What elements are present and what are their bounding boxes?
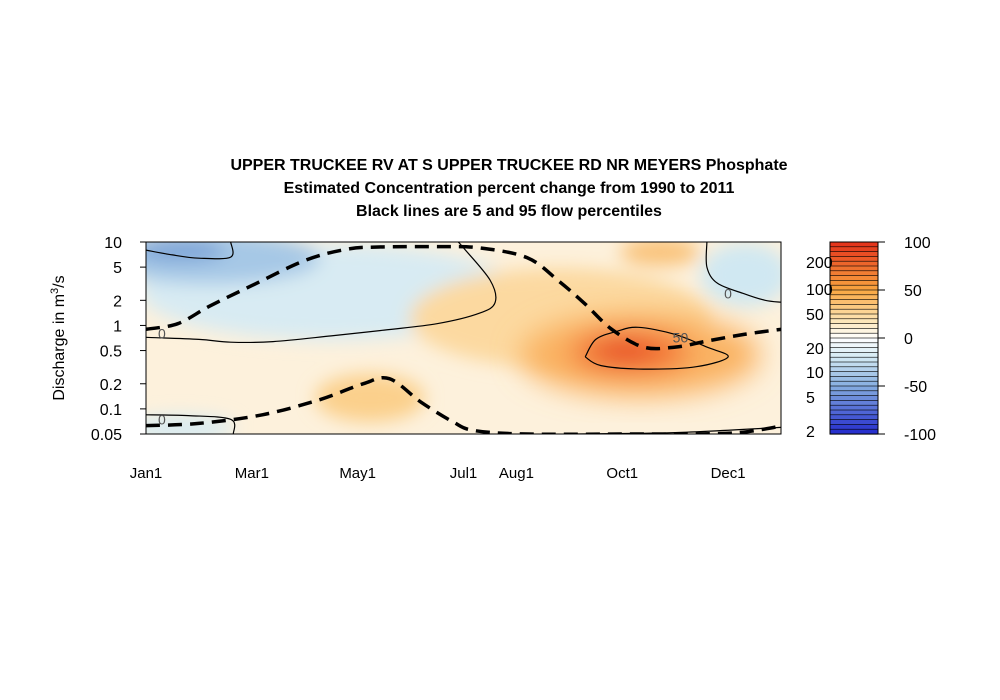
title-line-2: Estimated Concentration percent change f… xyxy=(284,180,735,197)
colorbar-stripe xyxy=(829,284,879,291)
colorbar-stripe xyxy=(829,414,879,421)
colorbar-left-label: 10 xyxy=(806,365,824,382)
colorbar-stripe xyxy=(829,256,879,262)
colorbar-stripe xyxy=(829,342,879,349)
colorbar-right-label: -50 xyxy=(904,379,927,396)
contour-labels: 0 0 50 0 xyxy=(158,286,732,428)
colorbar-right-label: -100 xyxy=(904,427,936,444)
colorbar-stripe xyxy=(829,424,879,430)
x-axis: Jan1 Mar1 May1 Jul1 Aug1 Oct1 Dec1 xyxy=(130,465,746,482)
contour-line xyxy=(146,414,236,434)
y-tick-label: 0.1 xyxy=(100,402,122,419)
colorbar-stripe xyxy=(829,299,879,306)
colorbar-right-label: 50 xyxy=(904,283,922,300)
flow-percentile-lines xyxy=(146,244,781,434)
plot-frame xyxy=(145,241,782,435)
title-line-1: UPPER TRUCKEE RV AT S UPPER TRUCKEE RD N… xyxy=(230,157,787,174)
colorbar-stripe xyxy=(829,265,879,272)
x-tick-label: Jul1 xyxy=(450,465,478,482)
y-tick-label: 10 xyxy=(104,235,122,252)
heat-cool-region xyxy=(146,242,225,262)
contour-label: 0 xyxy=(724,286,732,302)
colorbar-stripe xyxy=(829,361,879,368)
colorbar-left-label: 50 xyxy=(806,307,824,324)
y-tick-label: 0.2 xyxy=(100,377,122,394)
y-tick-label: 0.05 xyxy=(91,427,122,444)
x-tick-label: Mar1 xyxy=(235,465,269,482)
colorbar-stripe xyxy=(829,380,879,387)
colorbar-stripe xyxy=(829,395,879,402)
colorbar-scale xyxy=(829,241,879,435)
colorbar-stripe xyxy=(829,313,879,320)
title-line-3: Black lines are 5 and 95 flow percentile… xyxy=(356,203,662,220)
colorbar-right-label: 100 xyxy=(904,235,931,252)
colorbar-stripe xyxy=(829,280,879,286)
colorbar-stripe xyxy=(829,385,879,392)
colorbar-left-label: 2 xyxy=(806,424,815,441)
flow-percentile-line xyxy=(146,244,781,351)
colorbar-right-label: 0 xyxy=(904,331,913,348)
colorbar-left-label: 200 xyxy=(806,255,833,272)
colorbar-stripe xyxy=(829,304,879,310)
colorbar-stripe xyxy=(829,390,879,397)
colorbar-stripe xyxy=(829,356,879,363)
x-tick-label: May1 xyxy=(339,465,376,482)
x-tick-label: Jan1 xyxy=(130,465,163,482)
colorbar-right-labels: 100 50 0 -50 -100 xyxy=(878,235,936,444)
colorbar-stripe xyxy=(829,409,879,416)
colorbar-stripe xyxy=(829,241,879,248)
y-tick-label: 0.5 xyxy=(100,344,122,361)
y-axis-label: Discharge in m3/s xyxy=(49,275,68,400)
y-tick-label: 5 xyxy=(113,260,122,277)
x-tick-label: Aug1 xyxy=(499,465,534,482)
colorbar-stripe xyxy=(829,270,879,277)
colorbar-stripe xyxy=(829,294,879,301)
colorbar-left-label: 5 xyxy=(806,390,815,407)
colorbar-left-labels: 200 100 50 20 10 5 2 xyxy=(806,255,833,441)
heat-warm-region xyxy=(620,242,700,266)
x-tick-label: Oct1 xyxy=(606,465,638,482)
y-axis: 10 5 2 1 0.5 0.2 0.1 0.05 xyxy=(91,235,146,444)
heat-cool-region xyxy=(700,243,781,307)
colorbar-stripe xyxy=(829,246,879,253)
colorbar-stripe xyxy=(829,376,879,382)
flow-percentile-line xyxy=(146,375,781,434)
contour-line xyxy=(146,242,234,260)
colorbar: 200 100 50 20 10 5 2 100 50 0 -50 -100 xyxy=(806,235,936,444)
contour-line xyxy=(584,326,729,370)
colorbar-stripe xyxy=(829,318,879,325)
colorbar-stripe xyxy=(829,289,879,296)
colorbar-stripe xyxy=(829,328,879,334)
colorbar-stripe xyxy=(829,332,879,339)
y-tick-label: 1 xyxy=(113,318,122,335)
y-tick-label: 2 xyxy=(113,293,122,310)
contour-label: 0 xyxy=(158,326,166,342)
colorbar-left-label: 20 xyxy=(806,341,824,358)
heatmap-surface: 0 0 50 0 xyxy=(146,242,781,434)
chart-title: UPPER TRUCKEE RV AT S UPPER TRUCKEE RD N… xyxy=(230,157,787,220)
x-tick-label: Dec1 xyxy=(711,465,746,482)
colorbar-stripe xyxy=(829,251,879,258)
contour-line xyxy=(705,242,781,303)
colorbar-stripe xyxy=(829,337,879,344)
colorbar-stripe xyxy=(829,371,879,378)
colorbar-stripe xyxy=(829,260,879,267)
colorbar-stripe xyxy=(829,404,879,411)
contour-label: 50 xyxy=(673,329,689,345)
heat-warm-region xyxy=(315,374,425,422)
contour-label: 0 xyxy=(158,411,166,427)
colorbar-stripe xyxy=(829,323,879,330)
colorbar-stripe xyxy=(829,347,879,354)
colorbar-left-label: 100 xyxy=(806,282,833,299)
colorbar-stripe xyxy=(829,352,879,358)
colorbar-stripe xyxy=(829,366,879,373)
colorbar-stripe xyxy=(829,419,879,426)
heat-hot-core xyxy=(597,340,653,360)
colorbar-stripe xyxy=(829,308,879,315)
contour-line xyxy=(146,242,497,344)
colorbar-stripe xyxy=(829,400,879,406)
colorbar-stripe xyxy=(829,275,879,282)
